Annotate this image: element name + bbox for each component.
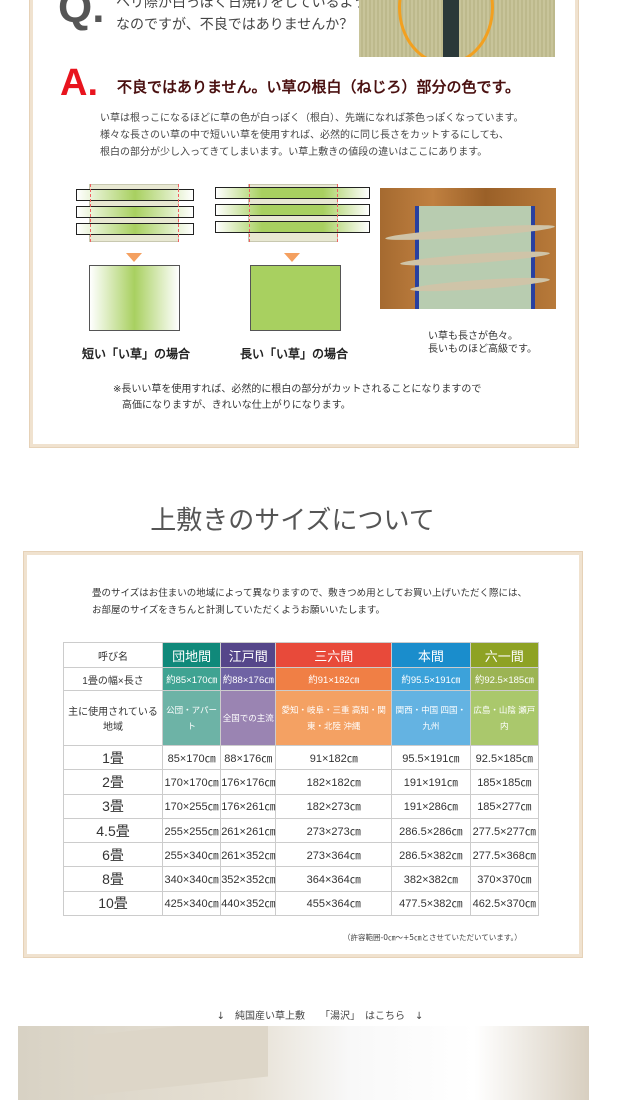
table-row: 3畳 170×255㎝ 176×261㎝ 182×273㎝ 191×286㎝ 185×27… bbox=[63, 793, 540, 819]
size-cell: 277.5×277㎝ bbox=[469, 817, 540, 844]
row-label: 3畳 bbox=[63, 793, 163, 819]
header-cell: 六一間 bbox=[469, 642, 540, 668]
size-cell: 286.5×286㎝ bbox=[391, 817, 471, 844]
highlight-circle bbox=[398, 0, 494, 57]
size-frame bbox=[24, 552, 582, 957]
table-row: 呼び名 団地間 江戸間 三六間 本間 六一間 bbox=[63, 642, 540, 668]
header-cell: 関西・中国 四国・九州 bbox=[391, 690, 471, 746]
table-row: 1畳 85×170㎝ 88×176㎝ 91×182㎝ 95.5×191㎝ 92.5×185… bbox=[63, 744, 540, 771]
size-cell: 170×170㎝ bbox=[161, 769, 222, 795]
question-text: ヘリ際が白っぽく日焼けをしているよう なのですが、不良ではありませんか？ bbox=[116, 0, 368, 33]
header-cell: 約91×182㎝ bbox=[275, 667, 393, 691]
size-cell: 455×364㎝ bbox=[275, 890, 393, 917]
size-cell: 176×176㎝ bbox=[220, 769, 277, 795]
size-cell: 364×364㎝ bbox=[275, 866, 393, 892]
size-cell: 340×340㎝ bbox=[161, 866, 222, 892]
short-caption: 短い「い草」の場合 bbox=[82, 347, 191, 361]
arrow-down-icon bbox=[126, 253, 142, 262]
row-label: 6畳 bbox=[63, 842, 163, 868]
header-cell: 江戸間 bbox=[220, 642, 277, 668]
table-row: 10畳 425×340㎝ 440×352㎝ 455×364㎝ 477.5×382㎝ 462… bbox=[63, 890, 540, 917]
long-caption: 長い「い草」の場合 bbox=[240, 347, 349, 361]
section-title: 上敷きのサイズについて bbox=[150, 506, 435, 536]
rush-length-photo bbox=[380, 188, 556, 309]
size-cell: 85×170㎝ bbox=[161, 744, 222, 771]
row-label: 主に使用されている地域 bbox=[63, 690, 163, 746]
size-cell: 185×185㎝ bbox=[469, 769, 540, 795]
header-cell: 愛知・岐阜・三重 高知・関東・北陸 沖縄 bbox=[275, 690, 393, 746]
q-letter: Q. bbox=[58, 0, 105, 32]
size-cell: 92.5×185㎝ bbox=[469, 744, 540, 771]
row-label: 8畳 bbox=[63, 866, 163, 892]
header-cell: 約85×170㎝ bbox=[161, 667, 222, 691]
row-label: 4.5畳 bbox=[63, 817, 163, 844]
row-label: 1畳 bbox=[63, 744, 163, 771]
header-cell: 約92.5×185㎝ bbox=[469, 667, 540, 691]
size-cell: 352×352㎝ bbox=[220, 866, 277, 892]
table-row: 2畳 170×170㎝ 176×176㎝ 182×182㎝ 191×191㎝ 185×18… bbox=[63, 769, 540, 795]
size-cell: 182×273㎝ bbox=[275, 793, 393, 819]
header-cell: 団地間 bbox=[161, 642, 222, 668]
header-cell: 広島・山陰 瀬戸内 bbox=[469, 690, 540, 746]
size-cell: 255×255㎝ bbox=[161, 817, 222, 844]
size-cell: 382×382㎝ bbox=[391, 866, 471, 892]
qa-frame bbox=[30, 0, 578, 447]
size-cell: 286.5×382㎝ bbox=[391, 842, 471, 868]
size-cell: 170×255㎝ bbox=[161, 793, 222, 819]
product-link[interactable]: ↓ 純国産い草上敷 「湯沢」 はこちら ↓ bbox=[216, 1011, 424, 1022]
size-cell: 261×261㎝ bbox=[220, 817, 277, 844]
table-row: 6畳 255×340㎝ 261×352㎝ 273×364㎝ 286.5×382㎝ 277.… bbox=[63, 842, 540, 868]
row-label: 呼び名 bbox=[63, 642, 163, 668]
size-cell: 440×352㎝ bbox=[220, 890, 277, 917]
size-table: 呼び名 団地間 江戸間 三六間 本間 六一間 1畳の幅×長さ 約85×170㎝ 約88×176㎝… bbox=[63, 642, 540, 917]
size-cell: 477.5×382㎝ bbox=[391, 890, 471, 917]
size-intro: 畳のサイズはお住まいの地域によって異なりますので、敷きつめ用としてお買い上げいた… bbox=[92, 588, 528, 616]
size-cell: 255×340㎝ bbox=[161, 842, 222, 868]
table-row: 4.5畳 255×255㎝ 261×261㎝ 273×273㎝ 286.5×286㎝ 27… bbox=[63, 817, 540, 844]
size-cell: 191×286㎝ bbox=[391, 793, 471, 819]
size-cell: 425×340㎝ bbox=[161, 890, 222, 917]
size-cell: 182×182㎝ bbox=[275, 769, 393, 795]
size-cell: 277.5×368㎝ bbox=[469, 842, 540, 868]
size-cell: 95.5×191㎝ bbox=[391, 744, 471, 771]
footnote: ※長いい草を使用すれば、必然的に根白の部分がカットされることになりますので 高価に… bbox=[113, 384, 482, 411]
table-row: 主に使用されている地域 公団・アパート 全国での主流 愛知・岐阜・三重 高知・関東・北… bbox=[63, 690, 540, 746]
size-cell: 261×352㎝ bbox=[220, 842, 277, 868]
table-row: 8畳 340×340㎝ 352×352㎝ 364×364㎝ 382×382㎝ 370×37… bbox=[63, 866, 540, 892]
arrow-down-icon bbox=[284, 253, 300, 262]
size-cell: 273×273㎝ bbox=[275, 817, 393, 844]
header-cell: 本間 bbox=[391, 642, 471, 668]
header-cell: 全国での主流 bbox=[220, 690, 277, 746]
table-row: 1畳の幅×長さ 約85×170㎝ 約88×176㎝ 約91×182㎝ 約95.5×191… bbox=[63, 667, 540, 691]
header-cell: 公団・アパート bbox=[161, 690, 222, 746]
size-cell: 370×370㎝ bbox=[469, 866, 540, 892]
answer-body: い草は根っこになるほどに草の色が白っぽく（根白）、先端になれば茶色っぽくなってい… bbox=[100, 113, 524, 158]
answer-title: 不良ではありません。い草の根白（ねじろ）部分の色です。 bbox=[117, 78, 521, 96]
size-cell: 176×261㎝ bbox=[220, 793, 277, 819]
row-label: 10畳 bbox=[63, 890, 163, 917]
header-cell: 約95.5×191㎝ bbox=[391, 667, 471, 691]
size-cell: 273×364㎝ bbox=[275, 842, 393, 868]
size-cell: 191×191㎝ bbox=[391, 769, 471, 795]
a-letter: A. bbox=[60, 62, 98, 104]
header-cell: 約88×176㎝ bbox=[220, 667, 277, 691]
tolerance-note: （許容範囲-0㎝～+5㎝とさせていただいています。） bbox=[343, 933, 522, 942]
row-label: 1畳の幅×長さ bbox=[63, 667, 163, 691]
tatami-edge-photo bbox=[359, 0, 555, 57]
size-cell: 91×182㎝ bbox=[275, 744, 393, 771]
size-cell: 185×277㎝ bbox=[469, 793, 540, 819]
header-cell: 三六間 bbox=[275, 642, 393, 668]
size-cell: 462.5×370㎝ bbox=[469, 890, 540, 917]
photo-caption: い草も長さが色々。 長いものほど高級です。 bbox=[428, 331, 537, 355]
product-room-photo[interactable] bbox=[18, 1026, 589, 1100]
size-cell: 88×176㎝ bbox=[220, 744, 277, 771]
row-label: 2畳 bbox=[63, 769, 163, 795]
